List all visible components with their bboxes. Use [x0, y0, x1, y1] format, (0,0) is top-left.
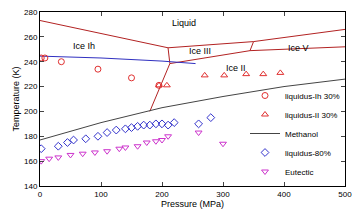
svg-text:Methanol: Methanol: [285, 130, 318, 139]
svg-text:240: 240: [24, 58, 38, 67]
svg-text:Pressure (MPa): Pressure (MPa): [161, 199, 224, 209]
svg-text:100: 100: [94, 190, 108, 199]
svg-text:Liquid: Liquid: [172, 18, 196, 28]
svg-text:Ice Ih: Ice Ih: [73, 41, 95, 51]
svg-text:200: 200: [24, 107, 38, 116]
svg-text:Ice II: Ice II: [226, 63, 246, 73]
svg-text:280: 280: [24, 8, 38, 17]
svg-text:liquidus-80%: liquidus-80%: [285, 149, 331, 158]
svg-text:Temperature (K): Temperature (K): [11, 66, 21, 131]
svg-text:300: 300: [216, 190, 230, 199]
svg-text:liquidus-Ih 30%: liquidus-Ih 30%: [285, 92, 340, 101]
svg-text:liquidus-II 30%: liquidus-II 30%: [285, 111, 337, 120]
svg-text:400: 400: [277, 190, 291, 199]
svg-text:220: 220: [24, 82, 38, 91]
svg-text:180: 180: [24, 132, 38, 141]
svg-text:260: 260: [24, 33, 38, 42]
svg-text:0: 0: [38, 190, 43, 199]
svg-text:200: 200: [155, 190, 169, 199]
svg-text:Eutectic: Eutectic: [285, 168, 313, 177]
svg-text:500: 500: [338, 190, 352, 199]
svg-text:Ice V: Ice V: [288, 43, 309, 53]
svg-text:160: 160: [24, 157, 38, 166]
svg-text:Ice III: Ice III: [189, 46, 211, 56]
svg-text:140: 140: [24, 182, 38, 191]
